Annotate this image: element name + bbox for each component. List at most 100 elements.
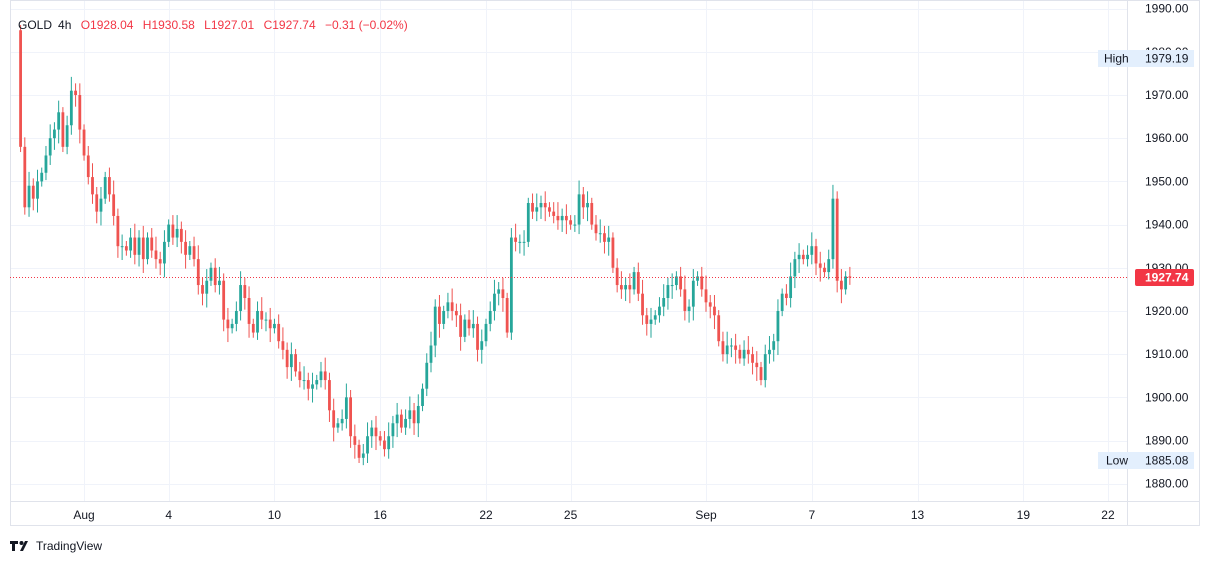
candle-body	[586, 202, 589, 208]
candle-body	[82, 129, 86, 156]
candle-body	[763, 354, 767, 381]
candle-body	[234, 310, 238, 324]
candle-body	[213, 267, 217, 286]
candle-body	[746, 349, 750, 355]
candle-body	[391, 423, 395, 437]
candle-body	[179, 228, 183, 242]
candle-body	[192, 246, 196, 260]
y-tick-label: 1990.00	[1145, 2, 1189, 16]
candle-body	[446, 302, 450, 311]
candle-body	[734, 345, 738, 350]
candle-body	[78, 95, 82, 130]
x-tick-label: 7	[808, 508, 815, 522]
low-label: Low	[1106, 454, 1128, 468]
candle-body	[311, 384, 314, 389]
candle-body	[433, 306, 437, 346]
candle-body	[674, 276, 678, 286]
candle-body	[289, 354, 293, 368]
candle-body	[603, 233, 606, 242]
candle-body	[277, 323, 281, 342]
candle-body	[154, 250, 158, 260]
candle-body	[454, 310, 458, 316]
candle-body	[526, 202, 530, 242]
candle-body	[69, 90, 73, 126]
candle-body	[112, 194, 116, 216]
candle-body	[827, 259, 831, 273]
candle-body	[611, 237, 615, 268]
candle-body	[560, 215, 564, 221]
candle-body	[332, 410, 336, 428]
candle-body	[704, 289, 708, 303]
candle-body	[573, 224, 577, 226]
candle-body	[624, 285, 628, 290]
candle-body	[509, 237, 513, 333]
candle-body	[374, 427, 378, 437]
candle-body	[594, 224, 598, 234]
candle-body	[264, 319, 268, 321]
candle-body	[328, 380, 331, 411]
candle-body	[146, 237, 149, 260]
candle-body	[797, 254, 801, 260]
candle-body	[201, 285, 204, 294]
candle-body	[31, 185, 35, 199]
candle-body	[429, 345, 433, 363]
candle-body	[607, 237, 611, 242]
candle-body	[793, 259, 797, 277]
candle-body	[438, 306, 441, 324]
candle-body	[598, 233, 602, 235]
candle-body	[522, 241, 526, 243]
y-tick-label: 1960.00	[1145, 131, 1189, 145]
high-marker: High 1979.19	[1098, 50, 1194, 67]
candle-body	[751, 354, 754, 363]
candle-body	[404, 418, 408, 428]
candle-body	[590, 202, 594, 225]
candle-body	[353, 436, 357, 445]
candle-body	[569, 220, 573, 225]
candle-body	[467, 319, 471, 329]
candle-body	[65, 125, 69, 147]
candle-body	[273, 323, 276, 329]
candle-body	[755, 362, 759, 368]
high-label: High	[1104, 52, 1129, 66]
candle-body	[543, 202, 547, 208]
candle-body	[383, 440, 386, 450]
plot-frame	[10, 0, 1200, 526]
candle-body	[167, 224, 171, 242]
candle-body	[36, 181, 39, 199]
candle-body	[44, 155, 48, 173]
candle-body	[666, 285, 670, 299]
candle-body	[488, 310, 492, 324]
y-axis[interactable]: 1880.001890.001900.001910.001920.001930.…	[1145, 2, 1189, 491]
y-tick-label: 1880.00	[1145, 477, 1189, 491]
candle-body	[484, 323, 488, 342]
candle-body	[501, 289, 505, 299]
candle-body	[19, 30, 22, 147]
symbol-legend[interactable]: GOLD 4h O1928.04 H1930.58 L1927.01 C1927.…	[18, 18, 414, 32]
candle-body	[480, 341, 484, 350]
x-axis[interactable]: Aug 4 10 16 22 25 Sep 7 13 19 22	[73, 508, 1115, 522]
candle-body	[548, 207, 551, 212]
candle-body	[408, 410, 412, 419]
y-tick-label: 1940.00	[1145, 218, 1189, 232]
candle-body	[556, 215, 560, 221]
candle-body	[725, 345, 729, 355]
last-price-badge: 1927.74	[1135, 269, 1194, 287]
candle-body	[298, 371, 302, 381]
candle-body	[691, 280, 695, 307]
low-value: 1885.08	[1145, 454, 1189, 468]
candle-body	[226, 319, 230, 329]
candle-body	[281, 341, 285, 350]
candle-body	[306, 380, 310, 389]
tradingview-logo[interactable]: TradingView	[10, 539, 102, 553]
candle-body	[323, 371, 327, 381]
candle-body	[539, 202, 543, 208]
candle-body	[61, 112, 65, 147]
candle-body	[708, 302, 712, 307]
candle-body	[40, 172, 44, 182]
candle-body	[497, 289, 501, 294]
candle-body	[729, 345, 733, 347]
close-value: C1927.74	[263, 18, 316, 32]
candle-body	[256, 310, 259, 333]
x-tick-label: 19	[1017, 508, 1031, 522]
